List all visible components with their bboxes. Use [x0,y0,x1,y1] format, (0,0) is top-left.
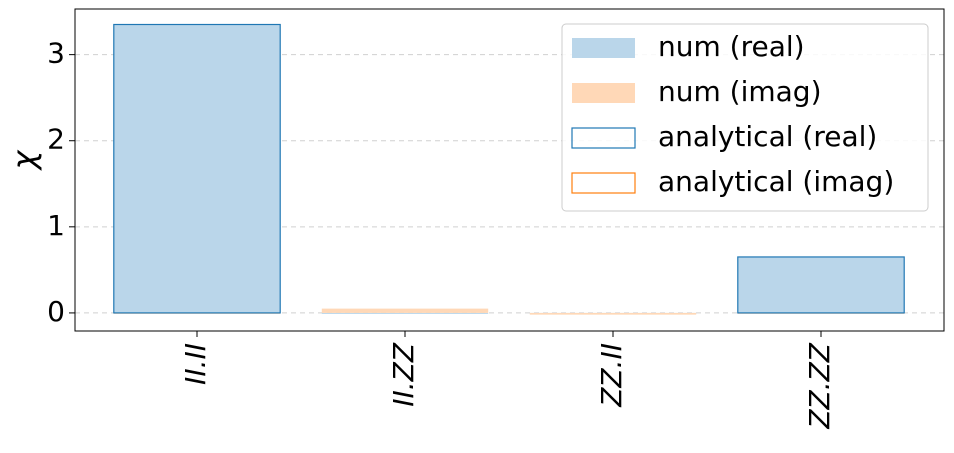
legend-label: num (real) [658,30,805,63]
x-tick-label: ZZ.ZZ [803,342,836,429]
legend-swatch [571,127,636,149]
bar-outline [737,256,905,314]
legend-label: analytical (imag) [658,165,894,198]
bar-outline [113,23,281,314]
y-tick-label: 2 [47,123,65,156]
y-axis-label: χ [5,149,43,171]
y-tick-label: 1 [47,209,65,242]
legend-swatch [572,83,635,103]
y-tick-label: 0 [47,295,65,328]
legend-label: analytical (real) [658,120,877,153]
y-tick-label: 3 [47,37,65,70]
x-tick-label: II.ZZ [387,342,420,407]
bar [529,312,697,315]
bar [113,24,281,313]
legend-swatch [572,38,635,58]
x-tick-label: ZZ.II [595,343,628,408]
x-tick-label: II.II [179,343,212,385]
bar [321,308,489,313]
legend-box [561,23,929,212]
bar [321,312,489,314]
plot-frame [74,8,945,332]
legend-label: num (imag) [658,75,822,108]
legend-swatch [571,172,636,194]
bar [737,256,905,313]
